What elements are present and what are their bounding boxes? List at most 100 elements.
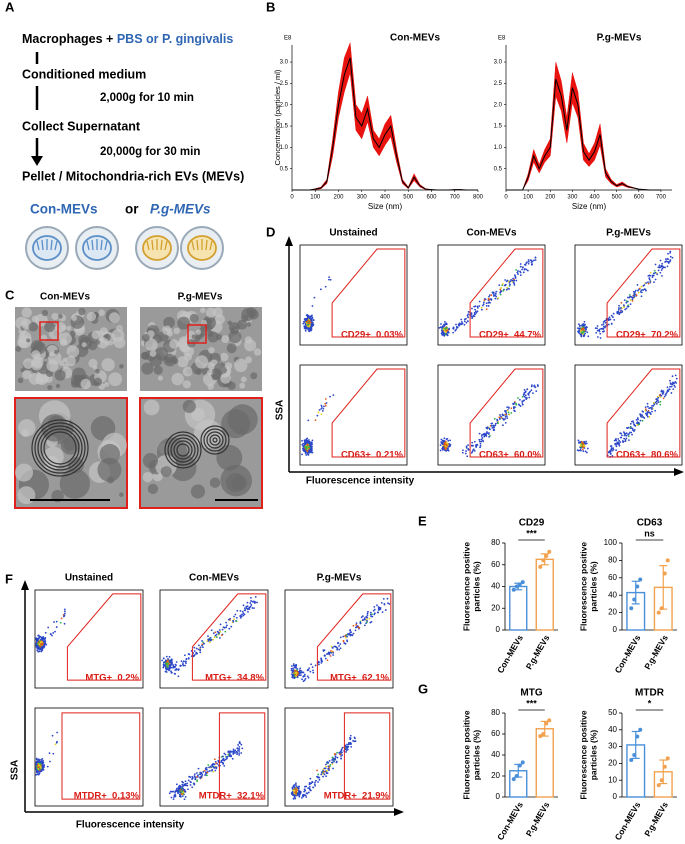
gate-label: MTG+ 62.1% [330, 673, 389, 684]
density-dot [240, 617, 242, 619]
density-dot [350, 746, 352, 748]
density-dot [667, 258, 669, 260]
tem-texture [195, 355, 208, 368]
density-dot [474, 450, 476, 452]
density-dot [196, 779, 198, 781]
density-dot [309, 320, 311, 322]
density-dot [355, 740, 357, 742]
density-dot [638, 423, 640, 425]
density-dot [475, 446, 477, 448]
tem-title: Con-MEVs [40, 292, 90, 303]
density-dot [520, 263, 522, 265]
density-dot [465, 322, 467, 324]
density-dot [176, 788, 178, 790]
density-dot [481, 309, 483, 311]
density-dot [38, 764, 40, 766]
density-dot [479, 433, 481, 435]
axis-label: Fluorescence intensity [306, 476, 415, 487]
density-dot [307, 675, 309, 677]
density-dot [497, 422, 499, 424]
tem-texture [95, 369, 100, 374]
density-dot [484, 434, 486, 436]
density-dot [61, 617, 63, 619]
significance: *** [526, 698, 537, 708]
density-dot [291, 665, 293, 667]
density-dot [306, 437, 308, 439]
density-dot [467, 315, 469, 317]
density-dot [37, 774, 39, 776]
density-dot [657, 266, 659, 268]
density-dot [353, 633, 355, 635]
density-dot [296, 671, 298, 673]
density-dot [640, 289, 642, 291]
density-dot [632, 420, 634, 422]
panel-label: E [418, 513, 427, 528]
density-dot [514, 406, 516, 408]
density-dot [251, 607, 253, 609]
density-dot [64, 609, 66, 611]
density-dot [294, 666, 296, 668]
density-dot [442, 441, 444, 443]
density-dot [508, 407, 510, 409]
density-dot [605, 322, 607, 324]
density-dot [505, 414, 507, 416]
density-dot [633, 291, 635, 293]
density-dot [306, 314, 308, 316]
density-dot [182, 782, 184, 784]
density-dot [587, 448, 589, 450]
density-dot [523, 400, 525, 402]
density-dot [40, 642, 42, 644]
density-dot [308, 439, 310, 441]
density-dot [349, 629, 351, 631]
tem-texture [206, 308, 216, 318]
density-dot [182, 662, 184, 664]
density-dot [326, 770, 328, 772]
density-dot [211, 769, 213, 771]
density-dot [440, 439, 442, 441]
density-dot [495, 291, 497, 293]
density-dot [669, 259, 671, 261]
density-dot [189, 776, 191, 778]
tem-texture [143, 453, 158, 468]
density-dot [327, 768, 329, 770]
density-dot [244, 609, 246, 611]
density-dot [529, 391, 531, 393]
density-dot [645, 282, 647, 284]
density-dot [584, 445, 586, 447]
tem-texture [67, 326, 72, 331]
density-dot [658, 401, 660, 403]
density-dot [189, 781, 191, 783]
density-dot [169, 664, 171, 666]
density-dot [448, 329, 450, 331]
tem-texture [190, 314, 199, 323]
y-tick-label: 2.5 [494, 81, 503, 87]
density-dot [204, 774, 206, 776]
tem-texture [254, 348, 262, 356]
tem-texture [161, 466, 172, 477]
density-dot [214, 770, 216, 772]
density-dot [507, 280, 509, 282]
density-dot [498, 284, 500, 286]
density-dot [219, 631, 221, 633]
density-dot [332, 757, 334, 759]
density-dot [311, 781, 313, 783]
density-dot [506, 406, 508, 408]
density-dot [659, 404, 661, 406]
density-dot [196, 772, 198, 774]
density-dot [521, 402, 523, 404]
density-dot [43, 645, 45, 647]
y-axis-label: Fluorescence positive [461, 542, 471, 632]
density-dot [624, 299, 626, 301]
density-dot [649, 280, 651, 282]
density-dot [56, 626, 58, 628]
tem-texture [165, 326, 171, 332]
density-dot [642, 411, 644, 413]
density-dot [295, 675, 297, 677]
density-dot [238, 748, 240, 750]
density-dot [649, 416, 651, 418]
density-dot [580, 444, 582, 446]
density-dot [486, 431, 488, 433]
density-dot [641, 286, 643, 288]
density-dot [338, 752, 340, 754]
density-dot [293, 795, 295, 797]
